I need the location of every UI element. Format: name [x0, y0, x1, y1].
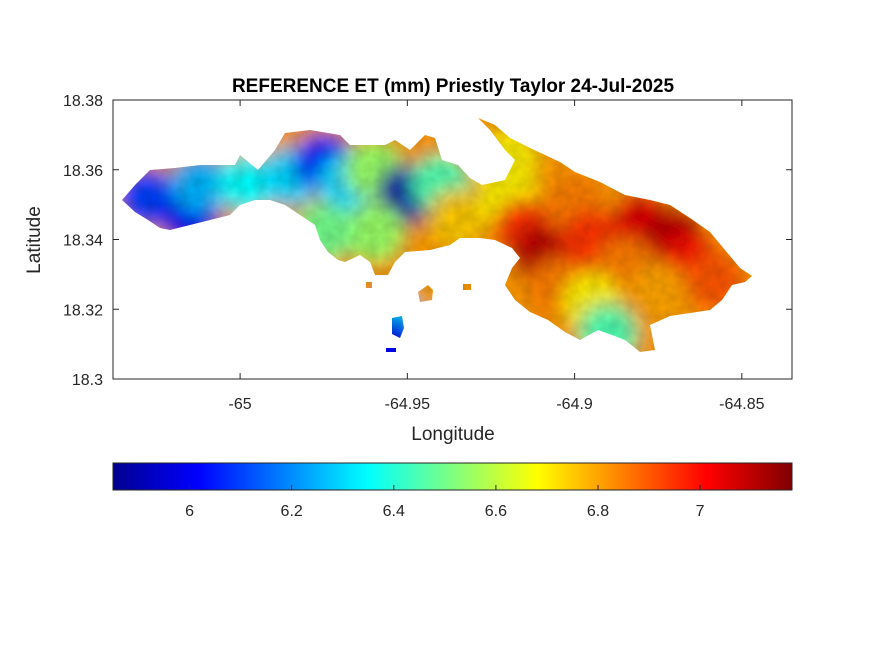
x-tick-label: -64.85: [719, 396, 764, 413]
y-tick-label: 18.36: [63, 163, 103, 180]
x-tick-label: -65: [229, 396, 252, 413]
y-tick-label: 18.3: [72, 372, 103, 389]
x-axis-label: Longitude: [411, 424, 494, 445]
colorbar-ticks: 6 6.2 6.4 6.6 6.8 7: [185, 485, 705, 520]
colorbar-gradient: [112, 462, 793, 491]
x-tick-label: -64.95: [385, 396, 430, 413]
y-axis-label: Latitude: [24, 206, 45, 274]
colorbar: 6 6.2 6.4 6.6 6.8 7: [112, 462, 793, 520]
colorbar-tick-label: 6: [185, 503, 194, 520]
colorbar-tick-label: 6.8: [587, 503, 609, 520]
y-tick-label: 18.38: [63, 93, 103, 110]
chart-title: REFERENCE ET (mm) Priestly Taylor 24-Jul…: [232, 76, 674, 97]
colorbar-tick-label: 6.6: [485, 503, 507, 520]
y-tick-label: 18.32: [63, 302, 103, 319]
x-axis-ticks: -65 -64.95 -64.9 -64.85: [229, 100, 765, 413]
colorbar-tick-label: 6.2: [281, 503, 303, 520]
colorbar-tick-label: 6.4: [383, 503, 405, 520]
y-tick-label: 18.34: [63, 233, 103, 250]
x-tick-label: -64.9: [556, 396, 593, 413]
y-axis-ticks: 18.3 18.32 18.34 18.36 18.38: [63, 93, 792, 389]
colorbar-tick-label: 7: [696, 503, 705, 520]
